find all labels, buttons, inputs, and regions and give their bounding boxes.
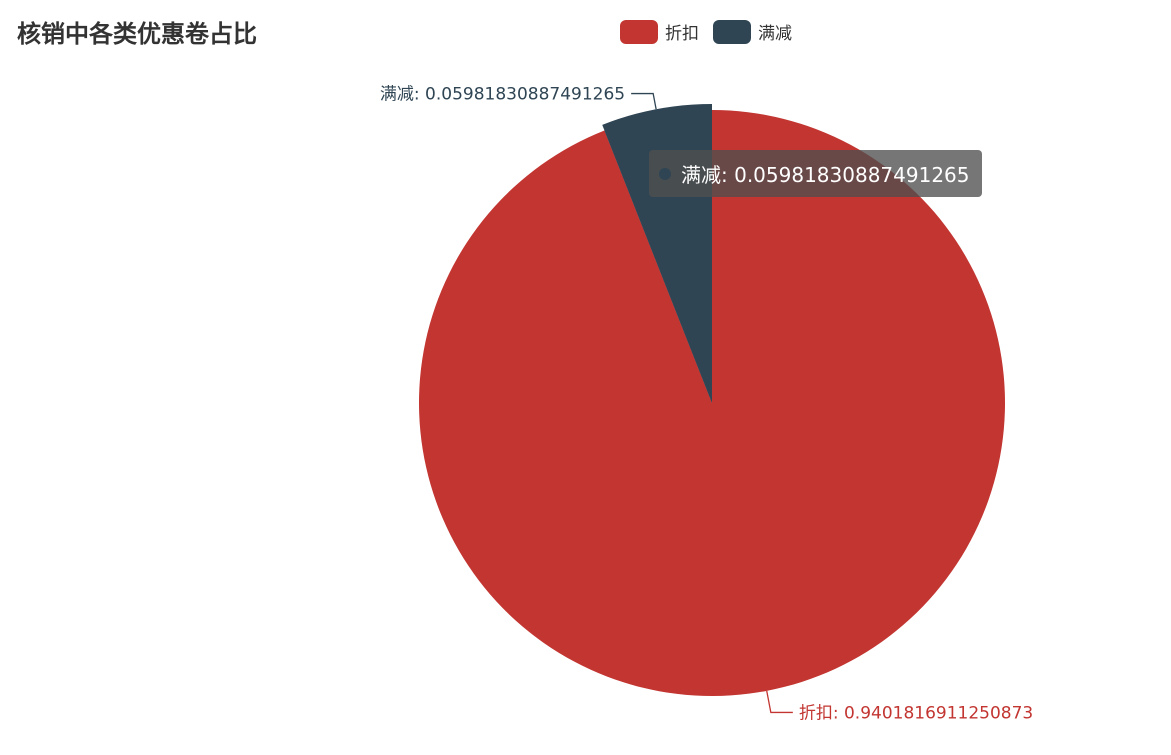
legend-label-discount: 折扣 — [665, 24, 699, 44]
legend-swatch-discount — [620, 19, 658, 44]
legend-item-reduction[interactable]: 满减 — [713, 19, 792, 44]
pie-slice-discount[interactable] — [418, 110, 1005, 696]
tooltip-text: 满减: 0.05981830887491265 — [681, 163, 970, 187]
label-line-discount — [766, 690, 793, 714]
data-label-discount: 折扣: 0.9401816911250873 — [799, 703, 1033, 723]
data-label-reduction: 满减: 0.05981830887491265 — [380, 85, 625, 105]
legend: 折扣 满减 — [620, 19, 806, 44]
legend-swatch-reduction — [713, 19, 751, 44]
label-line-reduction — [631, 92, 657, 110]
tooltip-dot — [659, 167, 671, 180]
tooltip: 满减: 0.05981830887491265 — [649, 150, 982, 197]
chart-title: 核销中各类优惠卷占比 — [17, 20, 257, 48]
legend-label-reduction: 满减 — [758, 24, 792, 44]
legend-item-discount[interactable]: 折扣 — [620, 19, 699, 44]
